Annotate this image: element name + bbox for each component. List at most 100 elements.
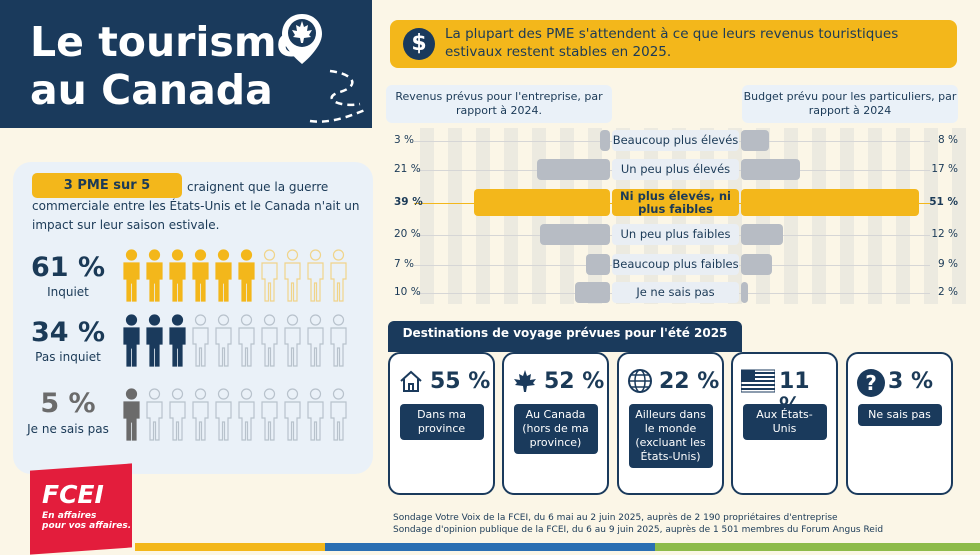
- person-icon: [283, 388, 302, 442]
- question-icon: ?: [856, 368, 886, 402]
- category-label: Ni plus élevés, ni plus faibles: [612, 189, 739, 216]
- right-value-label: 9 %: [938, 257, 958, 270]
- right-bar: [741, 282, 748, 303]
- person-icon: [260, 314, 279, 368]
- logo-tagline-2: pour vos affaires.: [42, 521, 132, 531]
- person-icon: [145, 249, 164, 303]
- title-line-2: au Canada: [30, 66, 273, 114]
- destination-card: ? 3 % Ne sais pas: [846, 352, 953, 495]
- person-icon: [145, 388, 164, 442]
- left-bar: [536, 159, 610, 180]
- footer-strip-green: [655, 543, 980, 551]
- destination-percent: 55 %: [430, 369, 491, 394]
- footer-strip-gold: [135, 543, 325, 551]
- grid-column: [840, 128, 854, 304]
- right-value-label: 8 %: [938, 133, 958, 146]
- page-title: Le tourisme au Canada: [30, 18, 304, 114]
- person-icon: [237, 314, 256, 368]
- person-icon: [214, 388, 233, 442]
- person-icon: [329, 388, 348, 442]
- source-line-2: Sondage d'opinion publique de la FCEI, d…: [393, 525, 884, 535]
- globe-icon: [627, 368, 653, 398]
- destination-percent: 52 %: [544, 369, 605, 394]
- person-icon: [306, 249, 325, 303]
- grid-column: [812, 128, 826, 304]
- grid-column: [896, 128, 910, 304]
- person-icon: [168, 314, 187, 368]
- left-value-label: 3 %: [394, 133, 414, 146]
- person-icon: [214, 249, 233, 303]
- destination-label: Aux États-Unis: [742, 404, 827, 440]
- person-icon: [168, 249, 187, 303]
- grid-column: [476, 128, 490, 304]
- stat-not-worried-label: Pas inquiet: [35, 350, 101, 364]
- stat-unsure-label: Je ne sais pas: [27, 422, 109, 436]
- destination-card: 55 % Dans ma province: [388, 352, 495, 495]
- house-icon: [398, 368, 424, 398]
- destination-card: 22 % Ailleurs dans le monde (excluant les…: [617, 352, 724, 495]
- person-icon: [306, 314, 325, 368]
- person-icon: [260, 249, 279, 303]
- right-chart-header: Budget prévu pour les particuliers, par …: [742, 85, 958, 123]
- stat-not-worried-value: 34 %: [30, 317, 106, 348]
- footer-strip-blue: [325, 543, 655, 551]
- left-bar: [585, 254, 610, 275]
- destination-label: Ailleurs dans le monde (excluant les Éta…: [628, 404, 713, 468]
- left-value-label: 39 %: [394, 195, 423, 208]
- route-dashes-icon: [309, 69, 366, 123]
- left-value-label: 20 %: [394, 227, 421, 240]
- person-icon: [191, 314, 210, 368]
- person-icon: [214, 314, 233, 368]
- fcei-logo: [30, 463, 132, 555]
- person-icon: [329, 249, 348, 303]
- pme-text: craignent que la guerre commerciale entr…: [32, 180, 360, 232]
- right-value-label: 2 %: [938, 285, 958, 298]
- category-label: Je ne sais pas: [612, 282, 739, 303]
- left-bar: [575, 282, 610, 303]
- stat-unsure-value: 5 %: [40, 388, 96, 419]
- left-value-label: 21 %: [394, 162, 421, 175]
- stat-worried-label: Inquiet: [47, 285, 89, 299]
- person-icon: [237, 249, 256, 303]
- worry-panel: [13, 162, 373, 474]
- destinations-title: Destinations de voyage prévues pour l'ét…: [388, 321, 742, 352]
- grid-column: [924, 128, 938, 304]
- person-icon: [329, 314, 348, 368]
- grid-column: [448, 128, 462, 304]
- person-icon: [145, 314, 164, 368]
- right-bar: [741, 254, 773, 275]
- right-value-label: 17 %: [931, 162, 958, 175]
- person-icon: [283, 314, 302, 368]
- grid-column: [504, 128, 518, 304]
- people-row-unsure: [122, 388, 352, 442]
- question-banner: [390, 20, 957, 68]
- pme-badge: 3 PME sur 5: [32, 173, 182, 198]
- right-bar: [741, 224, 783, 245]
- person-icon: [191, 249, 210, 303]
- maple-leaf-icon: [512, 368, 538, 398]
- left-chart-header: Revenus prévus pour l'entreprise, par ra…: [386, 85, 612, 123]
- right-bar: [741, 130, 769, 151]
- person-icon: [237, 388, 256, 442]
- people-row-not-worried: [122, 314, 352, 368]
- dollar-icon: $: [403, 28, 435, 60]
- right-value-label: 12 %: [931, 227, 958, 240]
- grid-column: [952, 128, 966, 304]
- person-icon: [122, 249, 141, 303]
- left-bar: [540, 224, 610, 245]
- destination-percent: 22 %: [659, 369, 720, 394]
- person-icon: [168, 388, 187, 442]
- left-value-label: 10 %: [394, 285, 421, 298]
- person-icon: [283, 249, 302, 303]
- category-label: Beaucoup plus élevés: [612, 130, 739, 151]
- person-icon: [306, 388, 325, 442]
- left-value-label: 7 %: [394, 257, 414, 270]
- category-label: Beaucoup plus faibles: [612, 254, 739, 275]
- question-text: La plupart des PME s'attendent à ce que …: [445, 26, 899, 60]
- person-icon: [191, 388, 210, 442]
- category-label: Un peu plus élevés: [612, 159, 739, 180]
- us-flag-icon: [740, 368, 776, 398]
- source-line-1: Sondage Votre Voix de la FCEI, du 6 mai …: [393, 513, 838, 523]
- right-bar: [741, 189, 919, 216]
- logo-name: FCEI: [42, 480, 104, 509]
